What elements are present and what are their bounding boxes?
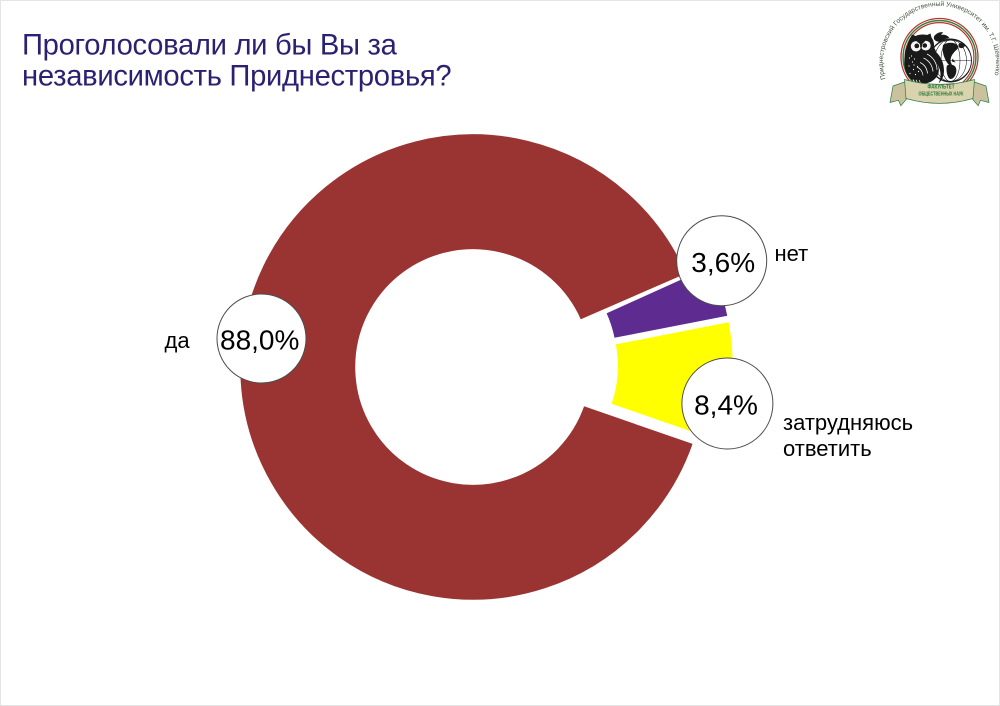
svg-text:да: да (165, 328, 191, 353)
svg-text:3,6%: 3,6% (691, 247, 755, 278)
svg-text:ответить: ответить (783, 436, 872, 461)
svg-text:8,4%: 8,4% (694, 390, 758, 421)
svg-text:нет: нет (775, 241, 809, 266)
svg-text:затрудняюсь: затрудняюсь (783, 410, 913, 435)
svg-text:независимость Приднестровья?: независимость Приднестровья? (22, 61, 451, 93)
svg-text:88,0%: 88,0% (220, 324, 299, 355)
svg-text:ФАКУЛЬТЕТ: ФАКУЛЬТЕТ (928, 85, 956, 91)
svg-text:ОБЩЕСТВЕННЫХ НАУК: ОБЩЕСТВЕННЫХ НАУК (919, 92, 965, 98)
svg-text:Проголосовали ли бы Вы за: Проголосовали ли бы Вы за (22, 30, 398, 62)
